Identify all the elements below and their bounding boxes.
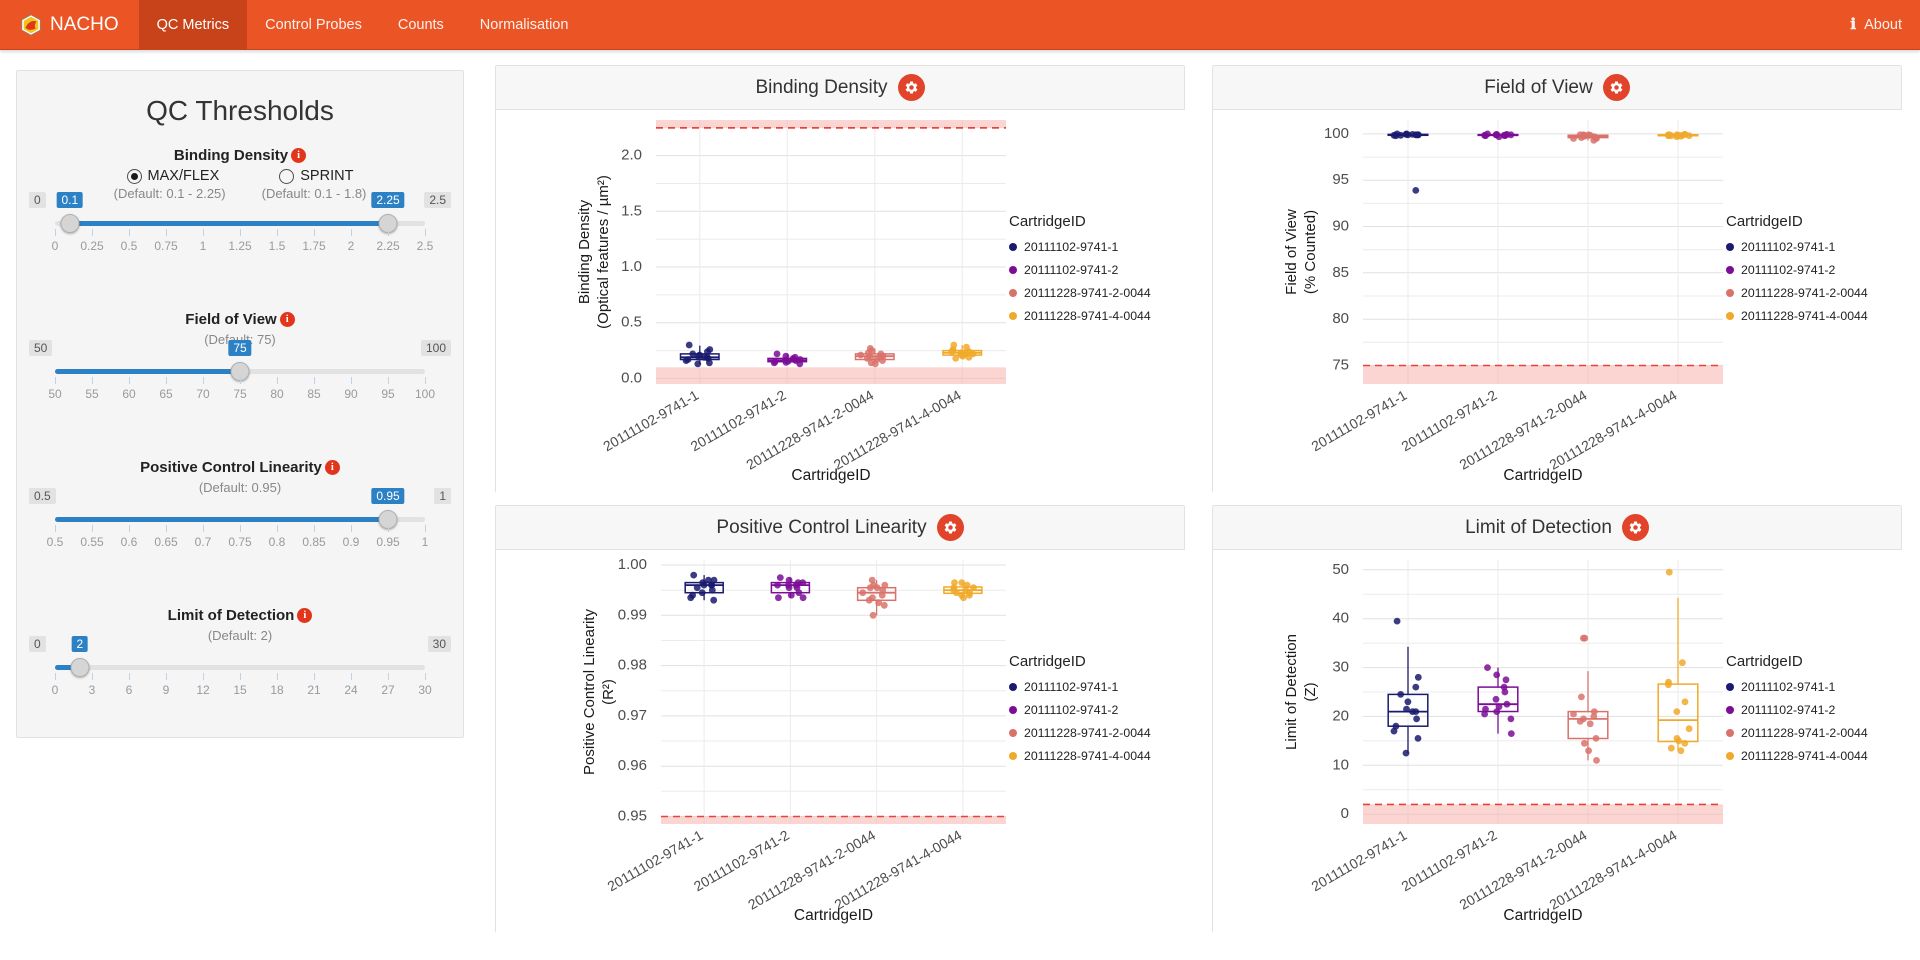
svg-text:80: 80 [1332, 310, 1349, 327]
svg-text:0.98: 0.98 [618, 657, 647, 674]
svg-text:CartridgeID: CartridgeID [1503, 467, 1582, 484]
svg-text:(Z): (Z) [1302, 682, 1319, 701]
svg-text:CartridgeID: CartridgeID [794, 907, 873, 924]
svg-text:CartridgeID: CartridgeID [791, 467, 870, 484]
svg-text:85: 85 [1332, 264, 1349, 281]
svg-text:Field of View: Field of View [1283, 209, 1300, 295]
svg-text:95: 95 [1332, 171, 1349, 188]
svg-text:0.95: 0.95 [618, 808, 647, 825]
svg-text:75: 75 [1332, 357, 1349, 374]
svg-text:0.0: 0.0 [621, 369, 642, 386]
svg-text:100: 100 [1324, 125, 1349, 142]
svg-text:50: 50 [1332, 561, 1349, 578]
svg-text:2.0: 2.0 [621, 147, 642, 164]
svg-text:1.00: 1.00 [618, 556, 647, 573]
svg-text:90: 90 [1332, 218, 1349, 235]
svg-text:0: 0 [1341, 805, 1349, 822]
svg-text:0.96: 0.96 [618, 757, 647, 774]
svg-text:(R²): (R²) [600, 679, 617, 705]
svg-text:0.5: 0.5 [621, 314, 642, 331]
svg-text:Positive Control Linearity: Positive Control Linearity [581, 609, 598, 775]
svg-text:Binding Density: Binding Density [576, 199, 593, 304]
svg-text:40: 40 [1332, 610, 1349, 627]
svg-text:0.97: 0.97 [618, 707, 647, 724]
svg-text:20: 20 [1332, 707, 1349, 724]
svg-text:CartridgeID: CartridgeID [1503, 907, 1582, 924]
svg-text:1.5: 1.5 [621, 202, 642, 219]
svg-text:(% Counted): (% Counted) [1302, 210, 1319, 294]
svg-text:(Optical features / µm²): (Optical features / µm²) [595, 175, 612, 329]
svg-text:Limit of Detection: Limit of Detection [1283, 634, 1300, 750]
svg-text:0.99: 0.99 [618, 606, 647, 623]
svg-text:1.0: 1.0 [621, 258, 642, 275]
svg-text:10: 10 [1332, 756, 1349, 773]
svg-text:30: 30 [1332, 659, 1349, 676]
